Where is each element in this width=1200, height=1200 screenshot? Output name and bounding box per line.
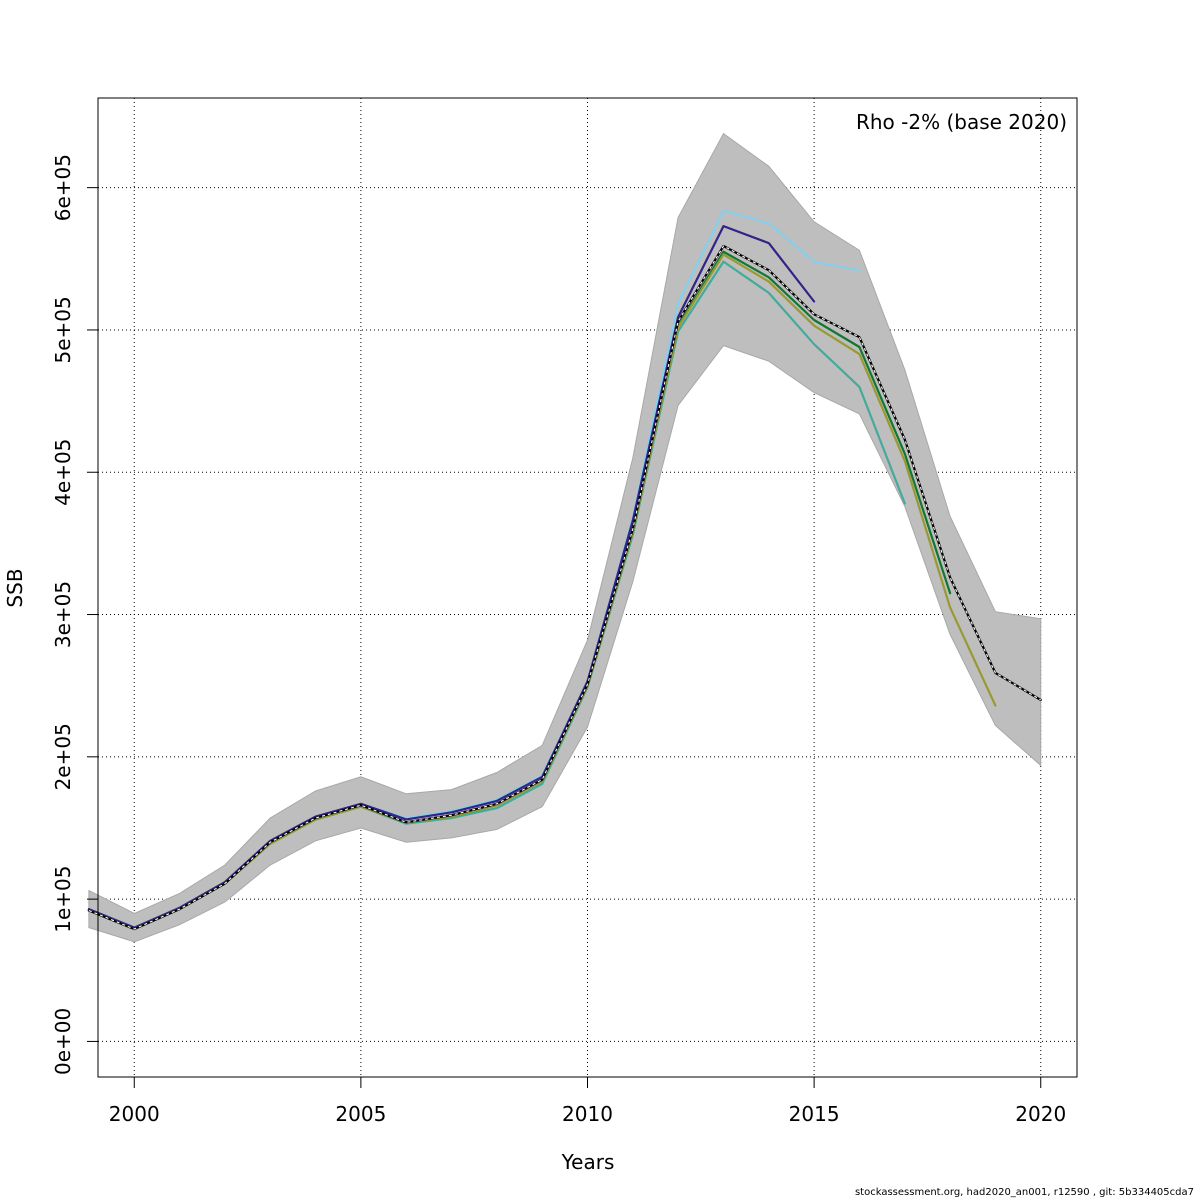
y-axis-label: SSB (3, 568, 27, 607)
x-axis-label: Years (561, 1150, 615, 1174)
x-tick-label-2020: 2020 (1015, 1102, 1066, 1126)
x-tick-label-2015: 2015 (789, 1102, 840, 1126)
x-tick-label-2010: 2010 (562, 1102, 613, 1126)
y-tick-label-1e+05: 1e+05 (51, 865, 75, 932)
y-tick-label-5e+05: 5e+05 (51, 296, 75, 363)
y-axis-ticks: 0e+00 1e+05 2e+05 3e+05 4e+05 5e+05 6e+05 (51, 154, 98, 1075)
legend-text: Rho -2% (base 2020) (856, 110, 1067, 134)
confidence-band-layer (88, 132, 1042, 943)
y-tick-label-6e+05: 6e+05 (51, 154, 75, 221)
confidence-band (88, 132, 1042, 943)
footer-credit: stockassessment.org, had2020_an001, r125… (854, 1187, 1194, 1198)
y-tick-label-4e+05: 4e+05 (51, 439, 75, 506)
y-tick-label-2e+05: 2e+05 (51, 723, 75, 790)
x-axis-ticks: 2000 2005 2010 2015 2020 (109, 1077, 1066, 1126)
series-line-6-dash (88, 245, 1041, 930)
series-line-2 (87, 225, 816, 929)
y-tick-label-0e+00: 0e+00 (51, 1008, 75, 1075)
series-lines (87, 209, 1042, 931)
x-tick-label-2005: 2005 (335, 1102, 386, 1126)
x-tick-label-2000: 2000 (109, 1102, 160, 1126)
y-tick-label-3e+05: 3e+05 (51, 581, 75, 648)
